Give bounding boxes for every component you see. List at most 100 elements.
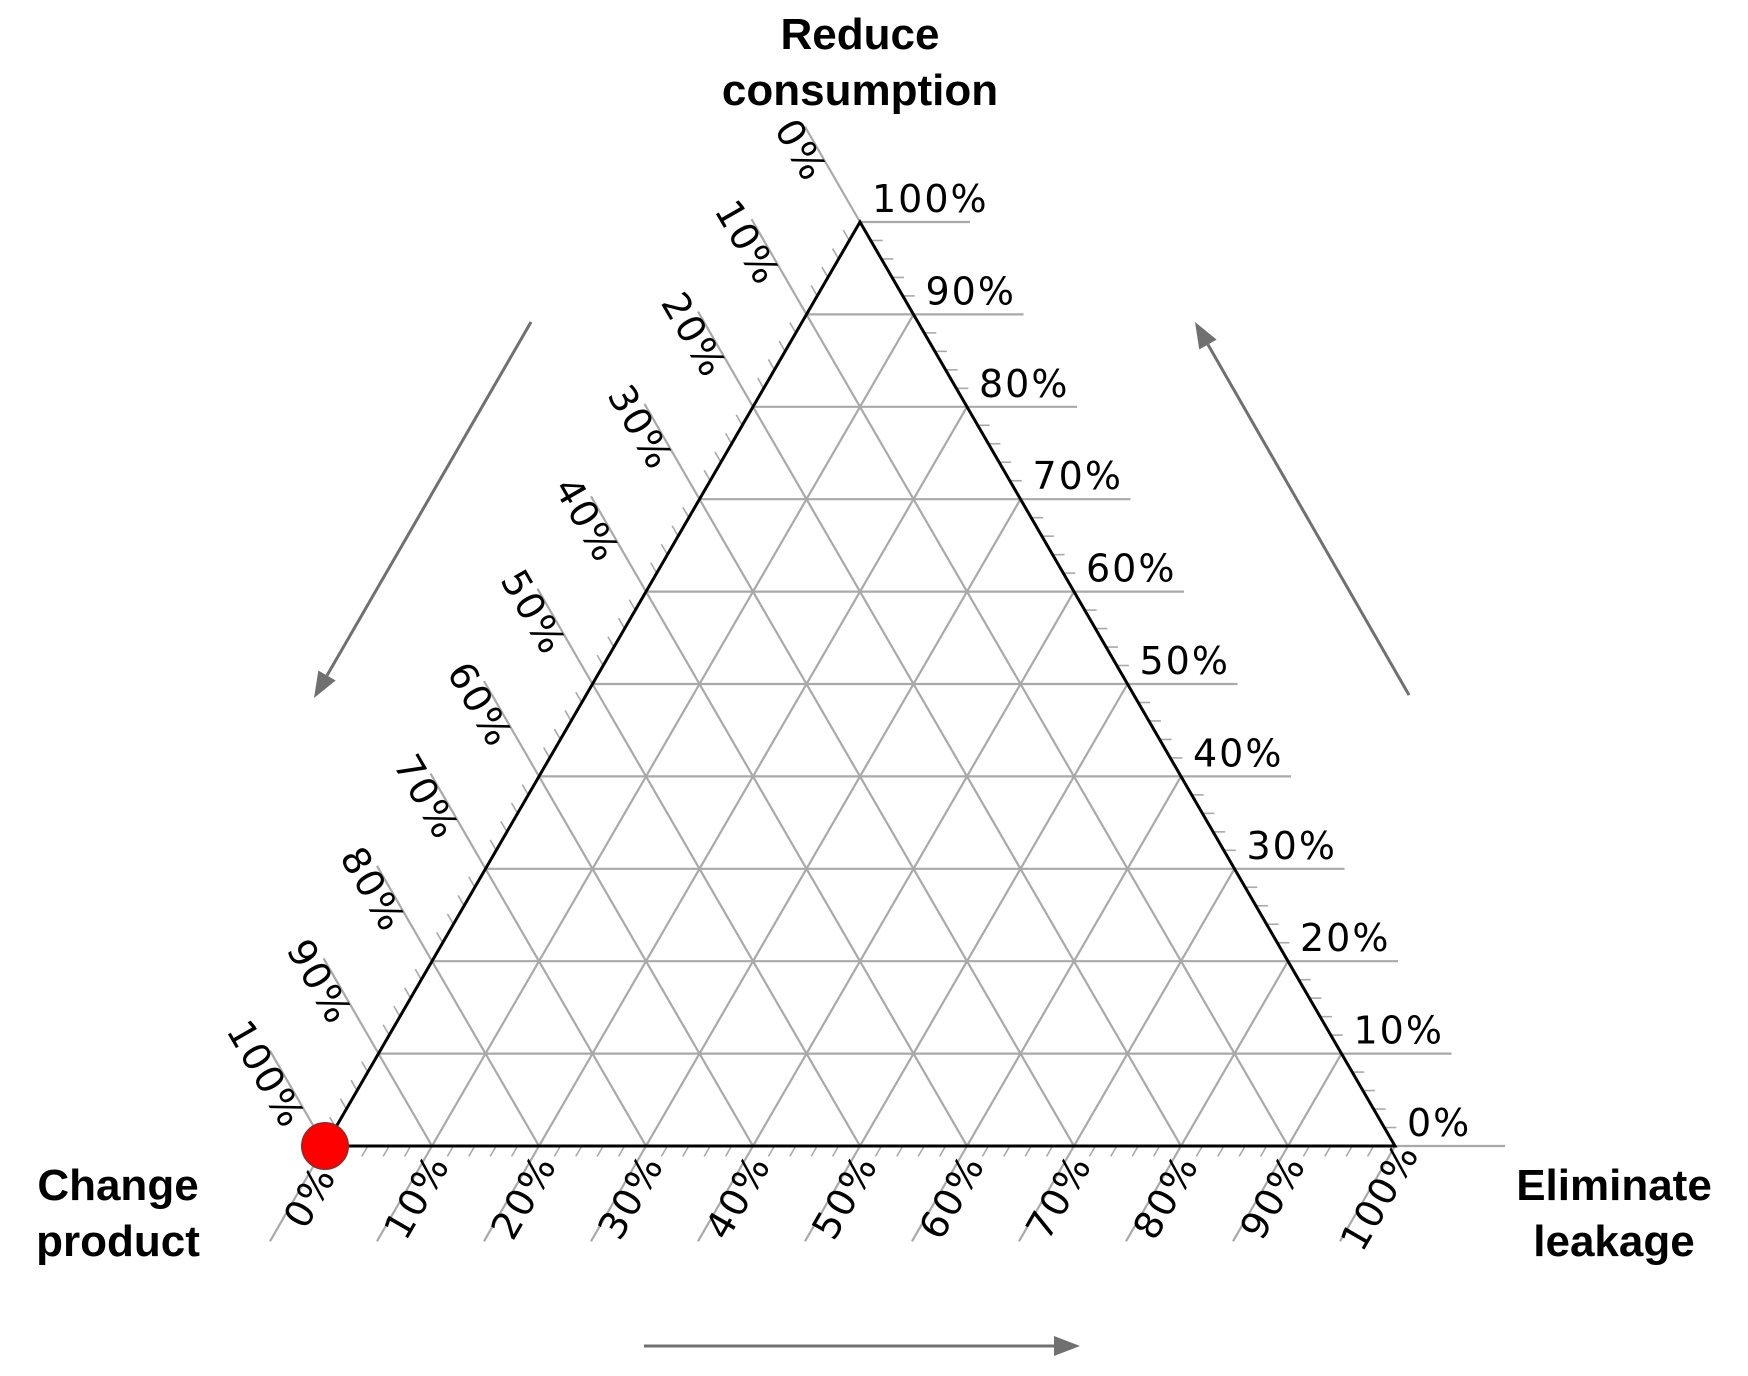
tick-label-right-60: 60% — [1086, 547, 1176, 591]
grid-line-change-70 — [484, 868, 647, 1147]
grid-line-change-80 — [431, 960, 540, 1147]
minor-tick-bottom — [489, 1145, 497, 1157]
minor-tick-left — [757, 377, 765, 389]
tick-line-left-30 — [643, 403, 701, 500]
minor-tick-left — [350, 1079, 358, 1091]
minor-tick-left — [393, 1005, 401, 1018]
vertex-label-right-line2: leakage — [1533, 1217, 1694, 1266]
minor-tick-left — [510, 802, 519, 814]
tick-line-bottom-100 — [1339, 1145, 1396, 1242]
tick-line-bottom-40 — [697, 1145, 754, 1242]
grid-line-change-60 — [538, 775, 754, 1147]
minor-tick-left — [714, 451, 722, 463]
minor-tick-left — [382, 1024, 390, 1036]
minor-tick-bottom — [403, 1145, 412, 1157]
tick-label-right-20: 20% — [1300, 916, 1390, 960]
tick-line-left-10 — [750, 218, 808, 315]
minor-tick-left — [500, 821, 508, 833]
minor-tick-bottom — [361, 1145, 369, 1157]
grid-line-change-30 — [698, 498, 1075, 1147]
tick-label-bottom-60: 60% — [910, 1146, 993, 1246]
grid-line-change-10 — [805, 313, 1289, 1147]
minor-tick-left — [596, 654, 604, 666]
right-arrow — [1195, 322, 1411, 696]
minor-tick-bottom — [682, 1145, 690, 1157]
minor-tick-left — [821, 266, 829, 278]
minor-tick-bottom — [1345, 1145, 1353, 1157]
minor-tick-left — [703, 469, 711, 482]
minor-tick-bottom — [468, 1145, 476, 1157]
minor-tick-left — [403, 987, 412, 999]
vertex-label-right-line1: Eliminate — [1516, 1161, 1712, 1210]
tick-label-bottom-50: 50% — [803, 1146, 886, 1246]
tick-line-left-40 — [590, 495, 647, 593]
minor-tick-bottom — [1024, 1145, 1032, 1157]
minor-tick-left — [735, 414, 743, 426]
minor-tick-left — [778, 340, 786, 352]
tick-label-bottom-90: 90% — [1231, 1146, 1314, 1246]
tick-label-bottom-40: 40% — [696, 1146, 779, 1246]
triangle-outline — [322, 219, 1398, 1148]
minor-tick-left — [553, 728, 562, 740]
tick-label-right-100: 100% — [872, 177, 989, 221]
minor-tick-bottom — [724, 1145, 733, 1157]
minor-tick-bottom — [1110, 1145, 1118, 1157]
tick-label-left-70: 70% — [385, 747, 468, 847]
tick-line-bottom-60 — [911, 1145, 968, 1242]
minor-tick-bottom — [917, 1145, 925, 1157]
tick-label-right-80: 80% — [979, 362, 1069, 406]
minor-tick-left — [414, 968, 422, 981]
tick-line-bottom-50 — [804, 1145, 861, 1242]
vertex-label-top-line1: Reduce — [781, 10, 940, 59]
tick-label-left-40: 40% — [545, 470, 628, 570]
tick-line-bottom-80 — [1125, 1145, 1182, 1242]
minor-tick-left — [339, 1098, 348, 1110]
tick-label-bottom-10: 10% — [375, 1146, 458, 1246]
left-arrow — [314, 321, 533, 698]
minor-tick-left — [446, 913, 455, 925]
minor-tick-left — [361, 1061, 369, 1073]
tick-line-left-60 — [483, 680, 540, 777]
minor-tick-left — [617, 617, 626, 629]
tick-label-right-10: 10% — [1354, 1009, 1444, 1053]
minor-tick-bottom — [1003, 1145, 1011, 1157]
minor-tick-left — [767, 359, 776, 371]
minor-tick-left — [457, 894, 465, 907]
minor-tick-bottom — [981, 1145, 990, 1157]
tick-label-bottom-20: 20% — [482, 1146, 565, 1246]
minor-tick-bottom — [1045, 1145, 1054, 1157]
minor-tick-left — [628, 599, 636, 611]
tick-label-right-50: 50% — [1140, 639, 1230, 683]
minor-tick-left — [682, 506, 690, 519]
grid-line-eliminate-80 — [1180, 960, 1289, 1147]
tick-line-bottom-70 — [1018, 1145, 1075, 1242]
tick-label-left-80: 80% — [331, 839, 414, 939]
minor-tick-left — [521, 784, 529, 796]
tick-label-right-70: 70% — [1033, 454, 1123, 498]
minor-tick-left — [436, 931, 444, 944]
grid-line-eliminate-10 — [431, 313, 915, 1147]
minor-tick-bottom — [789, 1145, 797, 1157]
bottom-arrow — [644, 1336, 1080, 1356]
minor-tick-left — [607, 636, 615, 648]
tick-line-left-90 — [322, 957, 380, 1055]
grid-line-change-90 — [377, 1053, 433, 1147]
minor-tick-bottom — [446, 1145, 455, 1157]
tick-label-left-60: 60% — [438, 655, 521, 755]
data-points — [301, 1122, 349, 1170]
tick-label-bottom-70: 70% — [1017, 1146, 1100, 1246]
vertex-label-top-line2: consumption — [722, 66, 998, 115]
tick-line-left-80 — [376, 865, 433, 962]
minor-tick-left — [842, 229, 850, 241]
minor-tick-bottom — [1131, 1145, 1139, 1157]
tick-label-left-100: 100% — [218, 1013, 314, 1136]
tick-line-bottom-20 — [483, 1145, 540, 1242]
tick-label-bottom-100: 100% — [1332, 1135, 1428, 1258]
tick-line-left-50 — [536, 588, 594, 685]
minor-tick-left — [671, 525, 679, 537]
tick-label-bottom-0: 0% — [275, 1158, 345, 1236]
minor-tick-bottom — [831, 1145, 840, 1157]
minor-tick-bottom — [938, 1145, 947, 1157]
minor-ticks — [329, 229, 1397, 1157]
